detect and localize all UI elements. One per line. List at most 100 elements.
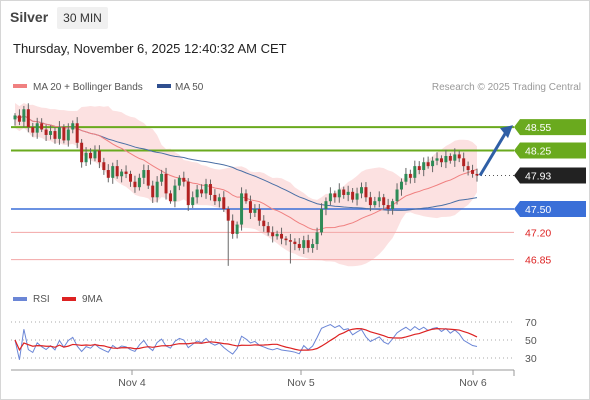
candle-body (266, 226, 270, 233)
candle-body (288, 240, 292, 242)
candle-body (377, 197, 381, 202)
candle-body (248, 201, 252, 213)
candle-body (97, 150, 101, 163)
candle-body (93, 150, 97, 159)
level-label-resistance: 48.25 (525, 146, 551, 158)
candle-body (431, 160, 435, 167)
level-tag-resistance (514, 119, 586, 136)
timestamp: Thursday, November 6, 2025 12:40:32 AM C… (13, 41, 287, 56)
candle-body (324, 201, 328, 209)
candle-body (337, 189, 341, 198)
candle-body (222, 197, 226, 209)
candle-body (40, 123, 44, 130)
forecast-arrow-head (500, 125, 513, 139)
legend-rsi-ma-swatch (62, 297, 76, 301)
candle-body (382, 197, 386, 206)
candle-body (457, 154, 461, 159)
candle-body (475, 173, 479, 176)
candle-body (182, 177, 186, 182)
candle-body (386, 205, 390, 209)
candle-body (426, 162, 430, 167)
candle-body (328, 193, 332, 202)
candle-body (133, 181, 137, 188)
candle-body (13, 115, 17, 120)
x-tick-label: Nov 4 (118, 377, 146, 389)
bollinger-band (15, 103, 477, 267)
candle-body (102, 162, 106, 171)
candle-body (253, 208, 257, 213)
candle-body (151, 185, 155, 198)
level-label-current: 47.93 (525, 170, 551, 182)
candle-body (195, 189, 199, 198)
candle-body (57, 127, 61, 139)
level-label-resistance: 48.55 (525, 122, 551, 134)
rsi-line (14, 324, 478, 360)
candle-body (80, 142, 84, 163)
legend-rsi-label: RSI (33, 294, 50, 305)
level-tag-pivot (514, 200, 586, 217)
candle-body (466, 166, 470, 171)
rsi-tick-label: 70 (525, 317, 537, 329)
candle-body (168, 193, 172, 202)
x-tick-label: Nov 5 (287, 377, 315, 389)
candle-body (71, 123, 75, 130)
level-label-support: 47.20 (525, 227, 551, 239)
candle-body (453, 154, 457, 161)
rsi-tick-label: 50 (525, 335, 537, 347)
legend-ma50-label: MA 50 (175, 82, 204, 93)
candle-body (315, 232, 319, 245)
candle-body (120, 171, 124, 177)
candle-body (177, 177, 181, 186)
candle-body (217, 197, 221, 202)
candle-body (342, 189, 346, 195)
candle-body (155, 181, 159, 198)
candle-body (137, 177, 141, 188)
level-label-pivot: 47.50 (525, 204, 551, 216)
candle-body (360, 187, 363, 194)
candle-body (17, 115, 21, 122)
candle-body (413, 166, 417, 178)
level-label-support: 46.85 (525, 255, 551, 267)
candle-body (111, 166, 115, 178)
candle-body (160, 173, 164, 182)
candle-body (240, 193, 244, 225)
candle-body (257, 208, 261, 221)
candle-body (106, 170, 110, 178)
candle-body (373, 201, 377, 206)
legend-ma50-swatch (157, 84, 171, 88)
candle-body (226, 208, 230, 221)
candle-body (124, 171, 128, 174)
candle-body (395, 189, 399, 202)
candle-body (75, 123, 79, 143)
level-tag-current (514, 167, 586, 184)
candle-body (275, 233, 279, 237)
candle-body (26, 109, 30, 128)
candle-body (262, 220, 266, 227)
candle-body (35, 123, 39, 133)
candle-body (297, 244, 301, 248)
candle-body (164, 173, 168, 194)
candle-body (408, 173, 412, 178)
rsi-ma-line (14, 328, 478, 352)
candle-body (462, 158, 466, 167)
candle-body (208, 184, 212, 195)
timeframe-badge[interactable]: 30 MIN (57, 7, 108, 29)
candle-body (435, 158, 439, 161)
rsi-tick-label: 30 (525, 353, 537, 365)
candle-body (235, 224, 239, 234)
candle-body (364, 187, 368, 198)
legend-rsi-swatch (13, 297, 27, 301)
candle-body (444, 155, 448, 163)
candle-body (244, 193, 248, 202)
candle-body (417, 166, 421, 171)
candle-body (213, 194, 217, 202)
candle-body (302, 240, 306, 248)
candle-body (22, 109, 26, 122)
candle-body (448, 155, 452, 161)
legend-rsi-ma-label: 9MA (82, 294, 103, 305)
candle-body (200, 189, 204, 194)
candle-body (31, 127, 35, 133)
candle-body (284, 238, 288, 241)
candle-body (404, 173, 408, 182)
candle-body (471, 170, 475, 174)
